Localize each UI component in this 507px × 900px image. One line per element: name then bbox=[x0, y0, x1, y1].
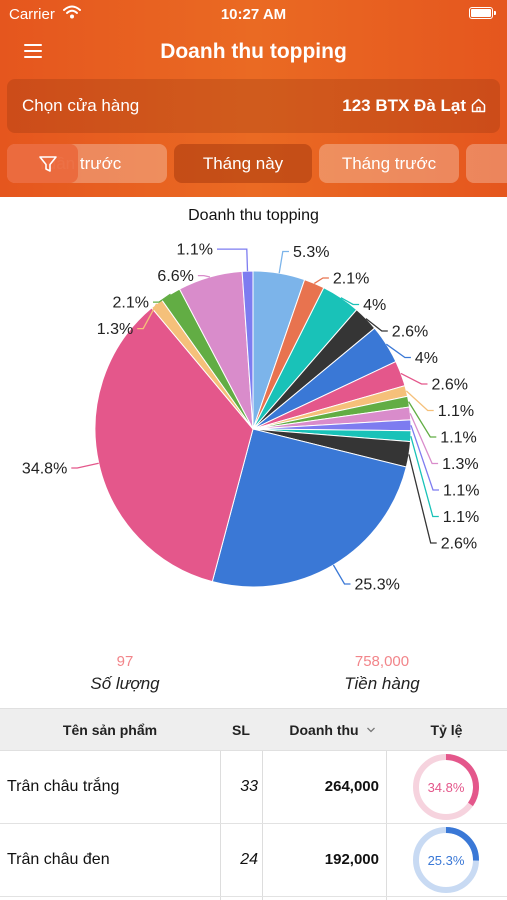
pie-data-label: 2.6% bbox=[392, 324, 428, 341]
pie-data-label: 1.1% bbox=[443, 509, 479, 526]
quantity-label: Số lượng bbox=[90, 674, 160, 693]
pie-data-label: 1.1% bbox=[438, 403, 474, 420]
product-revenue: 192,000 bbox=[324, 851, 379, 868]
pie-data-label: 5.3% bbox=[293, 244, 329, 261]
pie-leader-line bbox=[408, 454, 437, 544]
carrier-label: Carrier bbox=[9, 6, 55, 23]
table-row[interactable]: Trân châu trắng 33 264,000 34.8% bbox=[0, 751, 507, 824]
pie-data-label: 1.1% bbox=[443, 483, 479, 500]
product-quantity: 24 bbox=[240, 851, 258, 868]
pie-data-label: 2.6% bbox=[432, 377, 468, 394]
tab-more[interactable] bbox=[466, 144, 507, 183]
period-tabs: Tuần trước Tháng này Tháng trước bbox=[0, 144, 507, 184]
ring-progress bbox=[445, 827, 479, 861]
pie-slice[interactable] bbox=[94, 307, 254, 583]
amount-value: 758,000 bbox=[354, 653, 410, 670]
page-title: Doanh thu topping bbox=[160, 40, 347, 63]
amount-label: Tiền hàng bbox=[344, 674, 420, 693]
product-name: Trân châu trắng bbox=[7, 778, 120, 795]
home-icon bbox=[471, 98, 486, 113]
pie-data-label: 2.1% bbox=[333, 271, 369, 288]
pie-leader-line bbox=[385, 343, 411, 359]
column-divider bbox=[386, 751, 387, 900]
wifi-icon bbox=[63, 5, 81, 19]
pie-data-label: 34.8% bbox=[22, 461, 67, 478]
battery-icon bbox=[469, 7, 496, 19]
pie-leader-line bbox=[340, 297, 360, 306]
column-header-sl[interactable]: SL bbox=[232, 722, 250, 738]
pie-chart: 5.3%2.1%4%2.6%4%2.6%1.1%1.1%1.3%1.1%1.1%… bbox=[22, 242, 480, 594]
pie-leader-line bbox=[197, 274, 211, 278]
pie-data-label: 1.3% bbox=[97, 321, 133, 338]
column-header-rate[interactable]: Tỷ lệ bbox=[430, 722, 463, 738]
pie-data-label: 1.3% bbox=[442, 456, 478, 473]
column-divider bbox=[220, 751, 221, 900]
pie-leader-line bbox=[408, 401, 437, 438]
menu-icon[interactable] bbox=[24, 44, 42, 58]
pie-leader-line bbox=[410, 425, 439, 491]
pie-leader-line bbox=[71, 462, 99, 469]
filter-button[interactable] bbox=[7, 144, 78, 183]
column-header-name[interactable]: Tên sản phẩm bbox=[62, 722, 158, 738]
rate-ring: 34.8% bbox=[413, 754, 479, 820]
column-header-revenue[interactable]: Doanh thu bbox=[289, 722, 359, 738]
product-rate: 25.3% bbox=[386, 824, 507, 896]
chart-area: 5.3% 2.1% 4% 2.6% 4% 2.6% 1.1% 1.1% 1.3% 1.1% 1.1%… bbox=[0, 197, 507, 637]
store-selector[interactable]: Chọn cửa hàng 123 BTX Đà Lạt bbox=[7, 79, 500, 133]
pie-leader-line bbox=[217, 248, 249, 272]
product-quantity: 33 bbox=[240, 778, 258, 795]
chevron-down-icon[interactable] bbox=[366, 726, 376, 734]
quantity-value: 97 bbox=[116, 653, 134, 670]
pie-leader-line bbox=[410, 436, 439, 518]
status-bar: Carrier 10:27 AM bbox=[0, 0, 507, 30]
pie-leader-line bbox=[137, 303, 158, 330]
store-label: Chọn cửa hàng bbox=[22, 96, 140, 115]
pie-data-label: 4% bbox=[415, 350, 438, 367]
pie-data-label: 25.3% bbox=[355, 577, 400, 594]
clock: 10:27 AM bbox=[220, 6, 287, 23]
ring-label: 34.8% bbox=[428, 780, 465, 795]
tab-last-month[interactable]: Tháng trước bbox=[319, 144, 459, 183]
pie-data-label: 4% bbox=[363, 297, 386, 314]
pie-leader-line bbox=[332, 564, 351, 585]
ring-progress bbox=[445, 754, 479, 807]
pie-data-label: 2.1% bbox=[113, 295, 149, 312]
store-value: 123 BTX Đà Lạt bbox=[342, 96, 466, 115]
chart-title: Doanh thu topping bbox=[188, 207, 319, 224]
ring-label: 25.3% bbox=[428, 853, 465, 868]
filter-icon bbox=[39, 156, 57, 172]
pie-data-label: 2.6% bbox=[441, 536, 477, 553]
rate-ring: 25.3% bbox=[413, 827, 479, 893]
product-rate: 34.8% bbox=[386, 751, 507, 823]
pie-leader-line bbox=[400, 372, 428, 385]
pie-leader-line bbox=[153, 293, 171, 303]
header: Carrier 10:27 AM Doanh thu topping Chọn … bbox=[0, 0, 507, 197]
table-header: Tên sản phẩm SL Doanh thu Tỷ lệ bbox=[0, 708, 507, 751]
pie-leader-line bbox=[313, 277, 329, 284]
product-revenue: 264,000 bbox=[324, 778, 379, 795]
tab-this-month[interactable]: Tháng này bbox=[174, 144, 312, 183]
pie-data-label: 1.1% bbox=[177, 242, 213, 259]
pie-data-label: 1.1% bbox=[440, 430, 476, 447]
pie-leader-line bbox=[278, 250, 289, 274]
pie-leader-line bbox=[365, 318, 388, 332]
pie-leader-line bbox=[405, 390, 434, 412]
column-divider bbox=[262, 751, 263, 900]
table-row[interactable]: Trân châu đen 24 192,000 25.3% bbox=[0, 824, 507, 897]
pie-leader-line bbox=[409, 413, 439, 465]
summary-quantity: 97 Số lượng bbox=[25, 653, 225, 694]
pie-data-label: 6.6% bbox=[157, 268, 193, 285]
product-name: Trân châu đen bbox=[7, 851, 110, 868]
summary-amount: 758,000 Tiền hàng bbox=[282, 653, 482, 694]
